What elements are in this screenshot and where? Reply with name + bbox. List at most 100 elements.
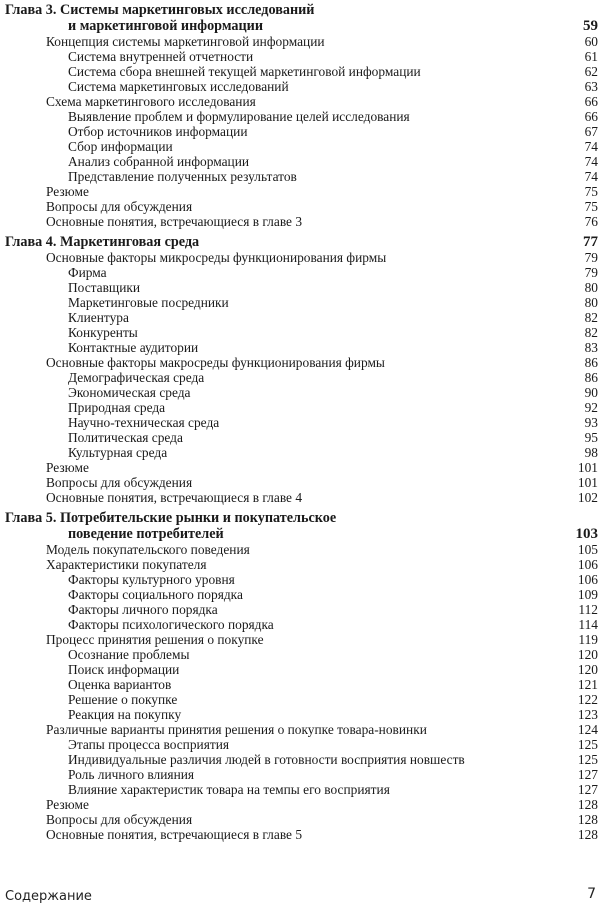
- toc-entry-title: Факторы личного порядка: [68, 602, 218, 617]
- toc-entry-title: Основные понятия, встречающиеся в главе …: [46, 214, 303, 229]
- toc-entry-title: Резюме: [46, 797, 89, 812]
- chapter-title: Глава 4. Маркетинговая среда: [5, 234, 200, 250]
- chapter-page-number: 103: [575, 526, 599, 542]
- toc-entry-title: Сбор информации: [68, 139, 173, 154]
- toc-entry: Основные понятия, встречающиеся в главе …: [0, 490, 604, 505]
- toc-entry-title: Модель покупательского поведения: [46, 542, 250, 557]
- chapter-title-line: Глава 3. Системы маркетинговых исследова…: [0, 2, 604, 18]
- toc-entry-page: 127: [577, 782, 598, 797]
- chapter-page-number: 77: [583, 234, 598, 250]
- toc-entry-page: 128: [577, 797, 598, 812]
- toc-entry: Отбор источников информации 67: [0, 124, 604, 139]
- toc-entry-title: Факторы социального порядка: [68, 587, 243, 602]
- toc-entry-page: 114: [578, 617, 598, 632]
- toc-entry-page: 74: [584, 154, 598, 169]
- toc-entry-title: Факторы культурного уровня: [68, 572, 235, 587]
- toc-entry-title: Анализ собранной информации: [68, 154, 250, 169]
- toc-entry: Реакция на покупку 123: [0, 707, 604, 722]
- toc-entry-title: Осознание проблемы: [68, 647, 190, 662]
- toc-entry-title: Клиентура: [68, 310, 129, 325]
- toc-entry-page: 124: [577, 722, 598, 737]
- toc-entry-page: 105: [577, 542, 598, 557]
- toc-entry: Демографическая среда 86: [0, 370, 604, 385]
- toc-entry: Основные понятия, встречающиеся в главе …: [0, 214, 604, 229]
- toc-entry-page: 109: [577, 587, 598, 602]
- toc-entry: Научно-техническая среда 93: [0, 415, 604, 430]
- page-number: 7: [587, 886, 596, 902]
- toc-entry-title: Факторы психологического порядка: [68, 617, 274, 632]
- toc-entry-title: Основные факторы микросреды функциониров…: [46, 250, 387, 265]
- toc-entry-page: 127: [577, 767, 598, 782]
- toc-entry: Решение о покупке 122: [0, 692, 604, 707]
- chapter-title: Глава 5. Потребительские рынки и покупат…: [5, 510, 337, 526]
- chapter-title-continued: и маркетинговой информации: [68, 18, 264, 34]
- toc-entry: Основные понятия, встречающиеся в главе …: [0, 827, 604, 842]
- chapter-title-line: и маркетинговой информации 59: [0, 18, 604, 34]
- toc-entry-page: 128: [577, 827, 598, 842]
- toc-entry-page: 122: [577, 692, 598, 707]
- chapter-section: Глава 5. Потребительские рынки и покупат…: [0, 510, 604, 842]
- chapter-title-line: поведение потребителей 103: [0, 526, 604, 542]
- toc-entry-title: Вопросы для обсуждения: [46, 475, 193, 490]
- toc-entry-title: Основные понятия, встречающиеся в главе …: [46, 827, 303, 842]
- toc-entry-title: Отбор источников информации: [68, 124, 248, 139]
- toc-entry-page: 121: [577, 677, 598, 692]
- toc-entry-page: 98: [584, 445, 598, 460]
- toc-entry: Факторы культурного уровня 106: [0, 572, 604, 587]
- running-footer-title: Содержание: [5, 889, 92, 904]
- chapter-title: Глава 3. Системы маркетинговых исследова…: [5, 2, 315, 18]
- toc-entry-title: Представление полученных результатов: [68, 169, 297, 184]
- toc-entry: Поставщики 80: [0, 280, 604, 295]
- toc-entry-title: Демографическая среда: [68, 370, 205, 385]
- toc-entry-page: 61: [584, 49, 598, 64]
- chapter-heading: Глава 3. Системы маркетинговых исследова…: [0, 2, 604, 34]
- chapter-title-line: Глава 5. Потребительские рынки и покупат…: [0, 510, 604, 526]
- toc-entry-title: Реакция на покупку: [68, 707, 182, 722]
- chapter-heading: Глава 5. Потребительские рынки и покупат…: [0, 510, 604, 542]
- toc-entry: Влияние характеристик товара на темпы ег…: [0, 782, 604, 797]
- toc-entry: Политическая среда 95: [0, 430, 604, 445]
- toc-entry-title: Индивидуальные различия людей в готовнос…: [68, 752, 465, 767]
- toc-entry-page: 112: [578, 602, 598, 617]
- toc-entry: Система сбора внешней текущей маркетинго…: [0, 64, 604, 79]
- toc-entry-title: Вопросы для обсуждения: [46, 812, 193, 827]
- table-of-contents: Глава 3. Системы маркетинговых исследова…: [0, 2, 604, 842]
- toc-entry: Схема маркетингового исследования 66: [0, 94, 604, 109]
- toc-entry: Процесс принятия решения о покупке 119: [0, 632, 604, 647]
- toc-entry-page: 74: [584, 169, 598, 184]
- toc-entry-page: 120: [577, 647, 598, 662]
- toc-entry-page: 101: [577, 475, 598, 490]
- toc-entry: Факторы личного порядка 112: [0, 602, 604, 617]
- toc-entry: Культурная среда 98: [0, 445, 604, 460]
- toc-entry-title: Природная среда: [68, 400, 166, 415]
- toc-entry-title: Решение о покупке: [68, 692, 178, 707]
- toc-entry-title: Поиск информации: [68, 662, 180, 677]
- toc-entry-page: 125: [577, 752, 598, 767]
- toc-entry: Представление полученных результатов 74: [0, 169, 604, 184]
- toc-entry-title: Культурная среда: [68, 445, 168, 460]
- toc-entry-title: Характеристики покупателя: [46, 557, 207, 572]
- toc-entry-title: Резюме: [46, 184, 89, 199]
- toc-entry: Модель покупательского поведения 105: [0, 542, 604, 557]
- toc-entry-page: 82: [584, 310, 598, 325]
- chapter-title-line: Глава 4. Маркетинговая среда 77: [0, 234, 604, 250]
- toc-entry: Факторы психологического порядка 114: [0, 617, 604, 632]
- toc-entry: Роль личного влияния 127: [0, 767, 604, 782]
- chapter-section: Глава 3. Системы маркетинговых исследова…: [0, 2, 604, 229]
- toc-entry-page: 80: [584, 295, 598, 310]
- toc-entry-title: Поставщики: [68, 280, 141, 295]
- toc-entry-title: Система внутренней отчетности: [68, 49, 254, 64]
- toc-entry: Вопросы для обсуждения 101: [0, 475, 604, 490]
- toc-entry-page: 66: [584, 109, 598, 124]
- toc-entry-page: 120: [577, 662, 598, 677]
- toc-entry-page: 125: [577, 737, 598, 752]
- toc-entry-title: Роль личного влияния: [68, 767, 195, 782]
- toc-entry: Система внутренней отчетности 61: [0, 49, 604, 64]
- toc-entry-page: 128: [577, 812, 598, 827]
- toc-entry-page: 95: [584, 430, 598, 445]
- toc-entry: Осознание проблемы 120: [0, 647, 604, 662]
- toc-entry-title: Система сбора внешней текущей маркетинго…: [68, 64, 421, 79]
- toc-entry: Вопросы для обсуждения 128: [0, 812, 604, 827]
- chapter-section: Глава 4. Маркетинговая среда 77 Основные ф…: [0, 234, 604, 505]
- toc-entry-page: 75: [584, 199, 598, 214]
